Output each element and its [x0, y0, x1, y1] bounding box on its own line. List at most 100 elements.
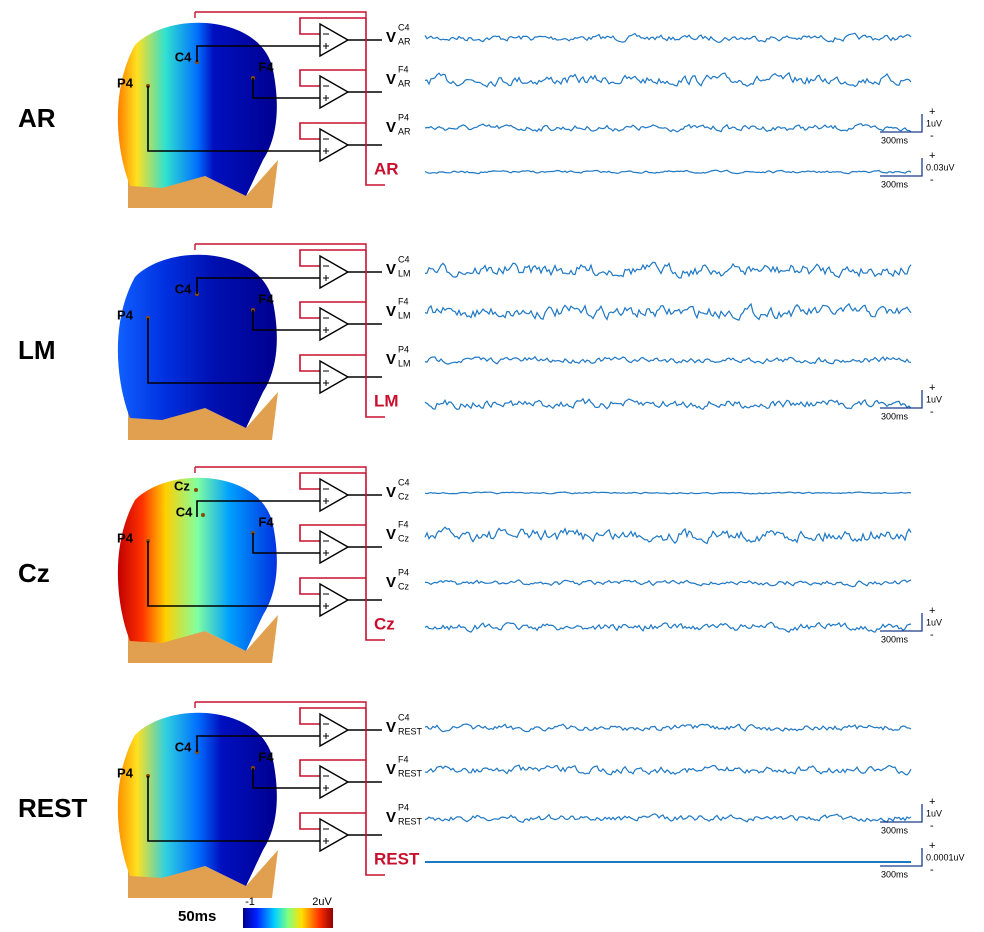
signal-reference: AR	[398, 78, 411, 88]
reference-label: AR	[374, 159, 399, 178]
scale-amplitude: 0.0001uV	[926, 852, 965, 862]
reference-wire	[299, 472, 366, 490]
neck	[128, 615, 278, 663]
signal-reference: LM	[398, 358, 411, 368]
signal-reference: REST	[398, 726, 423, 736]
signal-symbol: V	[386, 303, 396, 320]
wire	[147, 541, 320, 607]
signal-reference: AR	[398, 36, 411, 46]
amplifier-signs	[323, 370, 329, 386]
amplifier-signs	[323, 33, 329, 49]
reference-wire	[299, 122, 366, 140]
amplifier	[319, 764, 350, 800]
scale-plus: +	[929, 796, 935, 808]
electrode-label: C4	[175, 49, 192, 64]
scale-plus: +	[929, 106, 935, 118]
electrode-label: C4	[176, 504, 193, 519]
reference-wire	[299, 707, 366, 725]
eeg-trace	[424, 764, 912, 776]
panel-label: LM	[18, 335, 56, 365]
reference-label: LM	[374, 391, 399, 410]
scale-minus: -	[930, 174, 934, 186]
reference-wire	[299, 812, 366, 830]
reference-wire	[299, 249, 366, 267]
signal-electrode: F4	[398, 64, 409, 74]
eeg-trace	[424, 261, 912, 279]
signal-reference: LM	[398, 268, 411, 278]
signal-reference: REST	[398, 816, 423, 826]
scale-amplitude: 1uV	[926, 808, 942, 818]
signal-reference: Cz	[398, 491, 409, 501]
wire	[147, 86, 320, 152]
reference-label: Cz	[374, 614, 395, 633]
electrode-label: P4	[117, 75, 134, 90]
signal-symbol: V	[386, 761, 396, 778]
amplifier-signs	[323, 775, 329, 791]
eeg-trace	[424, 621, 912, 633]
wire	[252, 78, 320, 99]
amplifier-signs	[323, 138, 329, 154]
eeg-trace	[424, 355, 912, 365]
signal-electrode: C4	[398, 477, 410, 487]
colorbar-time: 50ms	[178, 908, 216, 925]
amplifier-signs	[323, 488, 329, 504]
electrode-label: Cz	[174, 478, 190, 493]
reference-wire	[299, 577, 366, 595]
colorbar	[243, 908, 333, 928]
head	[117, 22, 277, 197]
electrode-label: F4	[258, 291, 274, 306]
amplifier-signs	[323, 540, 329, 556]
eeg-trace	[424, 491, 912, 495]
colorbar-max: 2uV	[312, 896, 332, 908]
scale-plus: +	[929, 840, 935, 852]
signal-electrode: F4	[398, 754, 409, 764]
signal-symbol: V	[386, 809, 396, 826]
reference-wire	[299, 17, 366, 35]
scale-minus: -	[930, 820, 934, 832]
signal-electrode: C4	[398, 712, 410, 722]
eeg-trace	[424, 397, 912, 411]
scale-bar	[880, 848, 923, 867]
wire	[147, 318, 320, 384]
panel-label: Cz	[18, 558, 50, 588]
amplifier	[319, 712, 350, 748]
scale-time: 300ms	[881, 634, 909, 644]
wire	[196, 277, 320, 294]
signal-symbol: V	[386, 351, 396, 368]
wire	[252, 310, 320, 331]
neck	[128, 850, 278, 898]
electrode	[201, 513, 205, 517]
electrode-label: P4	[117, 765, 134, 780]
panel-label: REST	[18, 793, 87, 823]
eeg-trace	[424, 71, 912, 88]
reference-bracket	[194, 701, 367, 708]
scale-minus: -	[930, 864, 934, 876]
scale-bar	[880, 390, 923, 409]
electrode-label: F4	[258, 749, 274, 764]
signal-reference: Cz	[398, 533, 409, 543]
reference-wire	[299, 301, 366, 319]
signal-electrode: P4	[398, 112, 409, 122]
signal-symbol: V	[386, 29, 396, 46]
reference-bus	[365, 250, 385, 418]
wire	[252, 533, 320, 554]
amplifier-signs	[323, 828, 329, 844]
reference-label: REST	[374, 849, 420, 868]
wire	[196, 735, 320, 752]
amplifier-signs	[323, 593, 329, 609]
scale-time: 300ms	[881, 411, 909, 421]
signal-symbol: V	[386, 526, 396, 543]
signal-symbol: V	[386, 261, 396, 278]
signal-electrode: F4	[398, 519, 409, 529]
scale-minus: -	[930, 406, 934, 418]
panel: ARC4F4P4VC4ARVF4ARVP4AR+1uV-300msAR+0.03…	[18, 11, 955, 208]
head	[117, 712, 277, 886]
amplifier	[319, 529, 350, 565]
amplifier	[319, 817, 350, 853]
scale-bar	[880, 613, 923, 632]
reference-wire	[299, 759, 366, 777]
scale-bar	[880, 804, 923, 823]
signal-electrode: P4	[398, 567, 409, 577]
amplifier	[319, 306, 350, 342]
amplifier	[319, 477, 350, 513]
